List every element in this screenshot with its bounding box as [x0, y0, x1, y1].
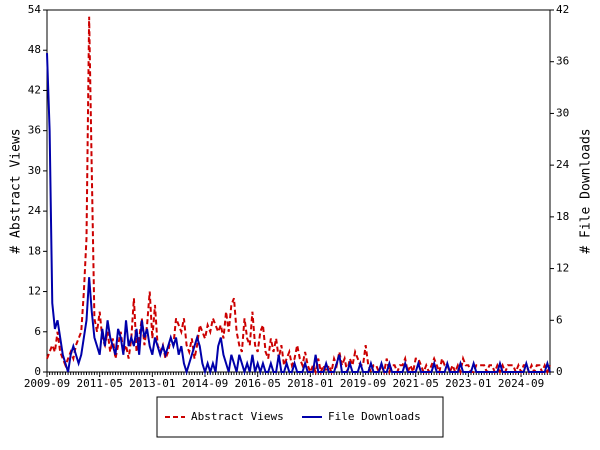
y2-tick-label: 0 [556, 365, 563, 378]
y-tick-label: 0 [34, 365, 41, 378]
y2-tick-label: 6 [556, 313, 563, 326]
legend-box [156, 396, 444, 438]
x-tick-label: 2009-09 [24, 377, 70, 390]
x-tick-label: 2016-05 [235, 377, 281, 390]
y-tick-label: 24 [28, 204, 42, 217]
y2-tick-label: 12 [556, 262, 569, 275]
y2-tick-label: 30 [556, 106, 569, 119]
x-tick-label: 2011-05 [76, 377, 122, 390]
y-tick-label: 30 [28, 164, 41, 177]
y-tick-label: 18 [28, 244, 41, 257]
x-tick-label: 2024-09 [498, 377, 544, 390]
y-tick-label: 54 [28, 3, 42, 16]
y2-tick-label: 42 [556, 3, 569, 16]
legend-label: Abstract Views [191, 410, 284, 423]
y2-tick-label: 36 [556, 55, 569, 68]
x-tick-label: 2014-09 [182, 377, 228, 390]
y2-tick-label: 18 [556, 210, 569, 223]
x-tick-label: 2018-01 [287, 377, 333, 390]
x-tick-label: 2019-09 [340, 377, 386, 390]
x-tick-label: 2023-01 [445, 377, 491, 390]
x-tick-label: 2021-05 [393, 377, 439, 390]
y-tick-label: 42 [28, 83, 41, 96]
y-tick-label: 6 [34, 325, 41, 338]
series-line [46, 53, 551, 376]
y2-tick-label: 24 [556, 158, 570, 171]
y-tick-label: 48 [28, 43, 41, 56]
y2-axis-label: # File Downloads [579, 128, 594, 253]
x-tick-label: 2013-01 [129, 377, 175, 390]
legend-label: File Downloads [328, 410, 421, 423]
y-tick-label: 36 [28, 124, 41, 137]
y-axis-label: # Abstract Views [9, 128, 24, 253]
plot-frame [46, 9, 551, 373]
y-tick-label: 12 [28, 285, 41, 298]
